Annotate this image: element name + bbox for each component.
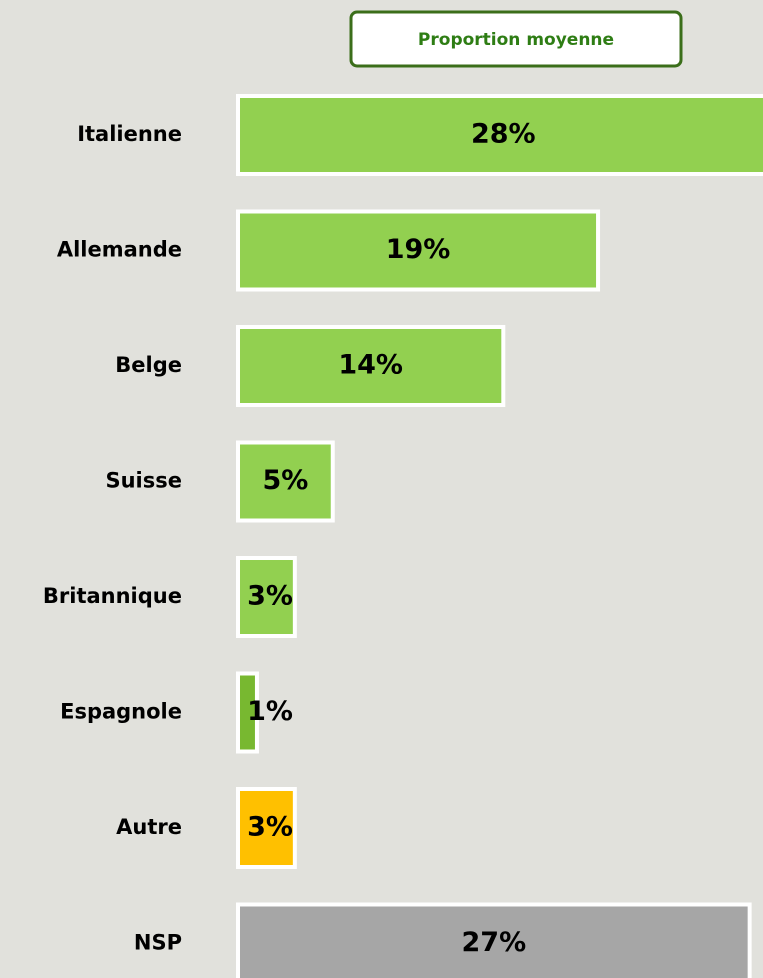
bar — [236, 209, 601, 292]
category-label: Autre — [116, 815, 182, 839]
value-label: 3% — [247, 581, 293, 612]
value-label: 5% — [262, 465, 308, 496]
value-label: 14% — [338, 350, 403, 381]
bar — [236, 556, 297, 638]
bar — [236, 440, 335, 523]
category-label: NSP — [134, 931, 182, 955]
category-label: Italienne — [77, 122, 182, 146]
value-label: 3% — [247, 812, 293, 843]
bar — [236, 94, 763, 176]
category-label: Britannique — [43, 584, 182, 608]
bar — [236, 787, 297, 869]
bar — [236, 325, 506, 407]
category-label: Belge — [115, 353, 182, 377]
category-label: Espagnole — [60, 700, 182, 724]
value-label: 19% — [386, 234, 451, 265]
bar — [236, 671, 259, 754]
category-label: Allemande — [57, 238, 182, 262]
value-label: 28% — [471, 119, 536, 150]
legend-box — [349, 10, 683, 68]
legend-label: Proportion moyenne — [418, 30, 614, 50]
value-label: 1% — [247, 696, 293, 727]
value-label: 27% — [462, 927, 527, 958]
bar — [236, 902, 752, 978]
category-label: Suisse — [105, 469, 182, 493]
